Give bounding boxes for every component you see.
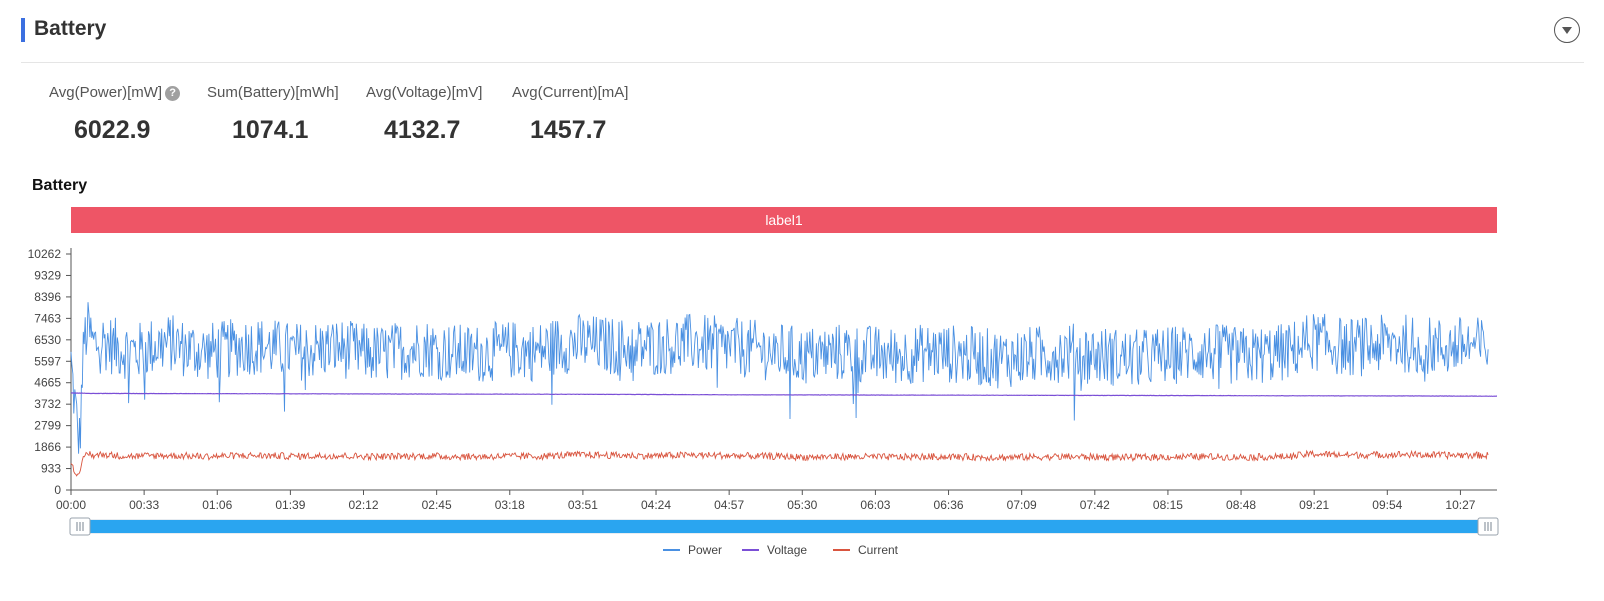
stat-avg-power: Avg(Power)[mW]? 6022.9 bbox=[49, 84, 209, 144]
y-tick-label: 8396 bbox=[34, 290, 61, 304]
header-divider bbox=[21, 62, 1584, 63]
title-accent-bar bbox=[21, 18, 25, 42]
x-tick-label: 03:18 bbox=[495, 498, 525, 512]
stat-value: 1457.7 bbox=[530, 116, 607, 144]
y-tick-label: 6530 bbox=[34, 333, 61, 347]
x-tick-label: 07:09 bbox=[1007, 498, 1037, 512]
label-band-text: label1 bbox=[765, 212, 803, 228]
x-tick-label: 05:30 bbox=[787, 498, 817, 512]
legend-label-voltage[interactable]: Voltage bbox=[767, 543, 807, 557]
y-tick-label: 0 bbox=[54, 483, 61, 497]
y-tick-label: 4665 bbox=[34, 376, 61, 390]
y-tick-label: 10262 bbox=[28, 247, 62, 261]
y-tick-label: 933 bbox=[41, 462, 61, 476]
x-tick-label: 06:03 bbox=[860, 498, 890, 512]
stat-value: 4132.7 bbox=[384, 116, 461, 144]
stat-avg-current: Avg(Current)[mA] 1457.7 bbox=[512, 84, 672, 144]
x-tick-label: 02:45 bbox=[422, 498, 452, 512]
stat-value: 6022.9 bbox=[74, 116, 151, 144]
stat-label: Avg(Power)[mW]? bbox=[49, 84, 209, 101]
x-tick-label: 08:15 bbox=[1153, 498, 1183, 512]
x-tick-label: 00:33 bbox=[129, 498, 159, 512]
stat-sum-battery: Sum(Battery)[mWh] 1074.1 bbox=[207, 84, 367, 144]
x-tick-label: 09:54 bbox=[1372, 498, 1402, 512]
x-tick-label: 09:21 bbox=[1299, 498, 1329, 512]
stat-value: 1074.1 bbox=[232, 116, 309, 144]
panel-title: Battery bbox=[34, 17, 107, 40]
x-tick-label: 07:42 bbox=[1080, 498, 1110, 512]
y-tick-label: 3732 bbox=[34, 397, 61, 411]
x-tick-label: 06:36 bbox=[934, 498, 964, 512]
x-tick-label: 04:24 bbox=[641, 498, 671, 512]
x-tick-label: 10:27 bbox=[1445, 498, 1475, 512]
series-line-power bbox=[70, 302, 1489, 454]
y-tick-label: 7463 bbox=[34, 311, 61, 325]
stat-label: Sum(Battery)[mWh] bbox=[207, 84, 339, 101]
zoom-slider-range[interactable] bbox=[71, 520, 1497, 533]
collapse-button[interactable] bbox=[1554, 17, 1580, 43]
chevron-down-icon bbox=[1562, 27, 1572, 34]
y-tick-label: 2799 bbox=[34, 419, 61, 433]
series-line-voltage bbox=[70, 392, 1497, 397]
stat-label: Avg(Current)[mA] bbox=[512, 84, 629, 101]
y-tick-label: 5597 bbox=[34, 354, 61, 368]
stat-label: Avg(Voltage)[mV] bbox=[366, 84, 483, 101]
chart-title: Battery bbox=[32, 177, 88, 194]
stat-avg-voltage: Avg(Voltage)[mV] 4132.7 bbox=[366, 84, 526, 144]
y-tick-label: 9329 bbox=[34, 268, 61, 282]
y-tick-label: 1866 bbox=[34, 440, 61, 454]
help-icon[interactable]: ? bbox=[165, 86, 181, 101]
x-tick-label: 01:06 bbox=[202, 498, 232, 512]
series-line-current bbox=[70, 449, 1489, 477]
x-tick-label: 04:57 bbox=[714, 498, 744, 512]
legend-label-power[interactable]: Power bbox=[688, 543, 722, 557]
label-band bbox=[71, 207, 1497, 233]
battery-chart: label1 0 933 1866 2799 3732 4665 5597 6530 7463 83… bbox=[28, 207, 1499, 557]
x-tick-label: 08:48 bbox=[1226, 498, 1256, 512]
legend-label-current[interactable]: Current bbox=[858, 543, 899, 557]
x-tick-label: 02:12 bbox=[348, 498, 378, 512]
x-tick-label: 00:00 bbox=[56, 498, 86, 512]
x-tick-label: 01:39 bbox=[275, 498, 305, 512]
x-tick-label: 03:51 bbox=[568, 498, 598, 512]
